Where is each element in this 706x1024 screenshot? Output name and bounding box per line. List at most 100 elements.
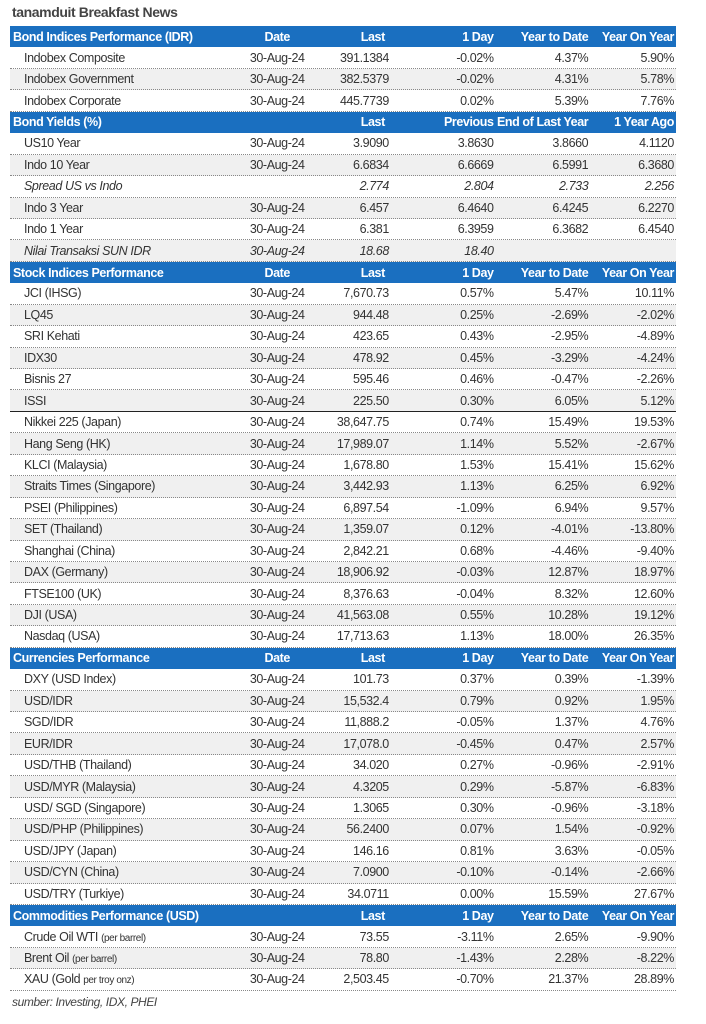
table-cell: 30-Aug-24 <box>249 758 305 773</box>
table-row: IDX30 30-Aug-24 478.92 0.45% -3.29% -4.24% <box>10 347 676 369</box>
table-row: SRI Kehati 30-Aug-24 423.65 0.43% -2.95% -4.8… <box>10 326 676 348</box>
table-cell: 3.8630 <box>457 136 494 151</box>
row-label: USD/PHP (Philippines) <box>24 822 144 837</box>
table-cell: -1.09% <box>456 500 494 515</box>
table-row: Indo 1 Year 30-Aug-24 6.381 6.3959 6.3682 6.4… <box>10 219 676 241</box>
section-header: Currencies Performance Date Last 1 Day Year … <box>10 647 676 670</box>
table-cell: 30-Aug-24 <box>249 479 305 494</box>
table-cell: 0.29% <box>460 779 494 794</box>
table-cell: 30-Aug-24 <box>249 586 305 601</box>
table-row: Indobex Government 30-Aug-24 382.5379 -0.02… <box>10 68 676 91</box>
table-cell: 0.74% <box>460 415 494 430</box>
table-cell: 7,670.73 <box>343 286 389 301</box>
table-cell: 30-Aug-24 <box>249 307 305 322</box>
row-label: Spread US vs Indo <box>24 179 123 194</box>
table-cell: 1.95% <box>640 693 675 708</box>
table-cell: 30-Aug-24 <box>249 543 305 558</box>
table-cell: 30-Aug-24 <box>249 157 305 172</box>
table-cell: 30-Aug-24 <box>249 372 305 387</box>
table-cell: 6.457 <box>359 200 390 215</box>
table-cell: 30-Aug-24 <box>249 522 305 537</box>
table-cell: 6.5991 <box>552 157 589 172</box>
table-cell: 30-Aug-24 <box>249 50 305 65</box>
table-cell: 7.76% <box>640 93 675 108</box>
row-label: SET (Thailand) <box>24 522 103 537</box>
table-row: Bisnis 27 30-Aug-24 595.46 0.46% -0.47% -2.26… <box>10 369 676 391</box>
table-cell: 1,678.80 <box>343 457 389 472</box>
table-cell: 6.94% <box>554 500 589 515</box>
header-cell: Year On Year <box>601 29 675 44</box>
table-cell: 2.774 <box>359 179 390 194</box>
table-cell: 2.57% <box>640 736 675 751</box>
table-row: USD/MYR (Malaysia) 30-Aug-24 4.3205 0.29% -5… <box>10 776 676 798</box>
table-cell: 19.12% <box>633 608 674 623</box>
table-row: DAX (Germany) 30-Aug-24 18,906.92 -0.03% 12.… <box>10 561 676 584</box>
table-row: USD/TRY (Turkiye) 30-Aug-24 34.0711 0.00% 15… <box>10 884 676 905</box>
table-cell: 9.57% <box>640 500 675 515</box>
table-cell: -2.67% <box>636 436 675 451</box>
table-cell: 28.89% <box>633 972 674 987</box>
table-cell: -4.46% <box>551 543 589 558</box>
table-row: Nikkei 225 (Japan) 30-Aug-24 38,647.75 0.74… <box>10 412 676 434</box>
row-label: US10 Year <box>24 136 81 151</box>
table-row: USD/THB (Thailand) 30-Aug-24 34.020 0.27% -0… <box>10 755 676 777</box>
table-cell: 101.73 <box>353 672 389 687</box>
table-cell: 17,989.07 <box>336 436 389 451</box>
table-cell: 0.68% <box>460 543 494 558</box>
table-row: USD/CYN (China) 30-Aug-24 7.0900 -0.10% -0.1… <box>10 862 676 884</box>
table-cell: 6.3680 <box>638 157 674 172</box>
table-cell: 6,897.54 <box>343 500 389 515</box>
table-cell: -2.02% <box>636 307 675 322</box>
table-cell: 5.47% <box>554 286 589 301</box>
table-cell: 30-Aug-24 <box>249 822 305 837</box>
header-cell: Last <box>360 115 386 130</box>
table-cell: 12.87% <box>548 565 589 580</box>
table-cell: 30-Aug-24 <box>249 736 305 751</box>
row-label: Indobex Government <box>24 72 134 87</box>
row-label: Crude Oil WTI (per barrel) <box>10 930 229 944</box>
row-label: JCI (IHSG) <box>24 286 82 301</box>
table-cell: 30-Aug-24 <box>249 972 305 987</box>
table-cell: 27.67% <box>633 886 674 901</box>
table-cell: 0.43% <box>460 329 494 344</box>
table-row: XAU (Gold per troy onz) 30-Aug-24 2,503.45… <box>10 969 676 991</box>
table-cell: 15.41% <box>548 457 589 472</box>
table-cell: 2.733 <box>558 179 589 194</box>
table-cell: -0.14% <box>551 865 589 880</box>
table-cell: 6.381 <box>359 222 390 237</box>
table-row: Nasdaq (USA) 30-Aug-24 17,713.63 1.13% 18.00… <box>10 626 676 648</box>
table-cell: 30-Aug-24 <box>249 200 305 215</box>
table-cell: -0.04% <box>456 586 494 601</box>
row-label-text: Brent Oil <box>24 951 70 966</box>
table-cell: 6.3682 <box>552 222 589 237</box>
table-cell: 5.39% <box>554 93 589 108</box>
table-cell: -0.47% <box>551 372 589 387</box>
table-cell: 1,359.07 <box>343 522 389 537</box>
table-row: JCI (IHSG) 30-Aug-24 7,670.73 0.57% 5.47% 10.… <box>10 283 676 305</box>
table-cell: -8.22% <box>636 951 675 966</box>
row-label: USD/TRY (Turkiye) <box>24 886 124 901</box>
row-label: DJI (USA) <box>24 608 77 623</box>
table-cell: 0.79% <box>460 693 494 708</box>
table-cell: 6.25% <box>554 479 589 494</box>
table-cell: 2.804 <box>464 179 494 194</box>
table-cell: 2.256 <box>644 179 675 194</box>
table-cell: 30-Aug-24 <box>249 865 305 880</box>
table-cell: 2.28% <box>554 951 589 966</box>
table-cell: -0.45% <box>456 736 494 751</box>
table-cell: 0.02% <box>460 93 494 108</box>
table-cell: 0.27% <box>460 758 494 773</box>
table-cell: 0.81% <box>460 843 494 858</box>
table-cell: 15,532.4 <box>343 693 389 708</box>
table-cell: 17,078.0 <box>343 736 389 751</box>
table-cell: 30-Aug-24 <box>249 715 305 730</box>
table-cell: 30-Aug-24 <box>249 672 305 687</box>
table-cell: 34.020 <box>353 758 389 773</box>
table-cell: 30-Aug-24 <box>249 329 305 344</box>
table-cell: 0.57% <box>460 286 494 301</box>
header-cell: Currencies Performance <box>13 651 150 666</box>
table-cell: 15.62% <box>633 457 674 472</box>
table-cell: -2.69% <box>551 307 589 322</box>
row-label: DAX (Germany) <box>24 565 108 580</box>
table-cell: 18.68 <box>359 243 390 258</box>
